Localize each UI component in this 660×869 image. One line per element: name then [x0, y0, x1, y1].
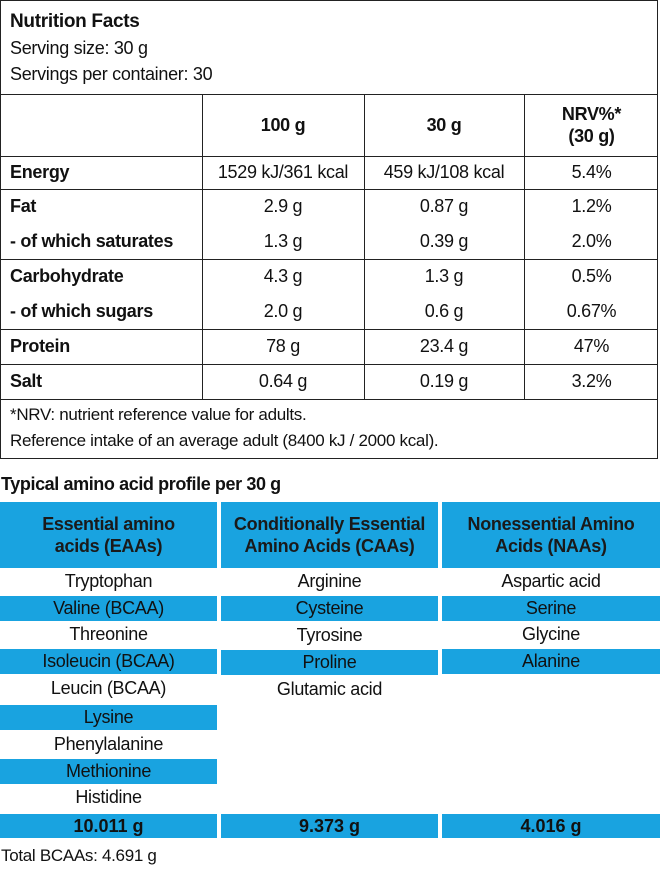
list-item: Tryptophan: [64, 571, 153, 591]
value-nrv: 47%: [573, 336, 610, 356]
header-essential: Essential amino acids (EAAs): [0, 502, 217, 568]
table-row: Protein 78 g 23.4 g 47%: [1, 329, 657, 364]
list-item: Tyrosine: [296, 625, 363, 645]
table-row: Fat 2.9 g 0.87 g 1.2%: [1, 189, 657, 224]
total-nonessential: 4.016 g: [442, 814, 660, 838]
value-per-30g: 23.4 g: [419, 336, 469, 356]
list-item: Methionine: [0, 759, 217, 784]
value-per-100g: 1.3 g: [263, 231, 303, 251]
value-per-30g: 459 kJ/108 kcal: [383, 162, 505, 182]
table-row: Energy 1529 kJ/361 kcal 459 kJ/108 kcal …: [1, 156, 657, 189]
list-item: Alanine: [442, 649, 660, 674]
list-item: Aspartic acid: [501, 571, 601, 591]
header-conditional: Conditionally Essential Amino Acids (CAAs…: [221, 502, 438, 568]
total-essential: 10.011 g: [0, 814, 217, 838]
header-line: Conditionally Essential: [233, 514, 426, 534]
row-label: Carbohydrate: [10, 266, 124, 286]
header-line: Essential amino: [42, 514, 175, 534]
column-header-row: 100 g 30 g NRV%* (30 g): [1, 94, 657, 156]
row-label: - of which sugars: [10, 301, 153, 321]
nutrition-facts-table: Nutrition Facts Serving size: 30 g Servi…: [0, 0, 658, 459]
list-item: Valine (BCAA): [0, 596, 217, 621]
value-per-100g: 1529 kJ/361 kcal: [217, 162, 349, 182]
column-header-30g: 30 g: [426, 115, 462, 135]
list-item: Glutamic acid: [276, 679, 383, 699]
value-per-100g: 4.3 g: [263, 266, 303, 286]
value-nrv: 1.2%: [571, 196, 612, 216]
header-line: acids (EAAs): [54, 536, 163, 556]
list-item: Lysine: [0, 705, 217, 730]
value-nrv: 2.0%: [571, 231, 612, 251]
value-per-100g: 2.9 g: [263, 196, 303, 216]
servings-per-container: Servings per container: 30: [10, 64, 213, 84]
column-header-100g: 100 g: [260, 115, 306, 135]
table-row: Salt 0.64 g 0.19 g 3.2%: [1, 364, 657, 399]
value-per-30g: 0.19 g: [419, 371, 469, 391]
value-nrv: 0.5%: [571, 266, 612, 286]
value-nrv: 5.4%: [571, 162, 612, 182]
header-line: Acids (NAAs): [495, 536, 607, 556]
nrv-header-line1: NRV%*: [561, 104, 622, 124]
total-conditional: 9.373 g: [221, 814, 438, 838]
list-item: Phenylalanine: [53, 734, 164, 754]
table-row: Carbohydrate 4.3 g 1.3 g 0.5%: [1, 259, 657, 294]
value-per-100g: 78 g: [266, 336, 300, 356]
list-item: Glycine: [522, 624, 580, 644]
list-item: Leucin (BCAA): [50, 678, 167, 698]
list-item: Histidine: [75, 787, 142, 807]
value-per-30g: 0.6 g: [424, 301, 464, 321]
amino-acid-title: Typical amino acid profile per 30 g: [1, 474, 281, 494]
list-item: Threonine: [69, 624, 148, 644]
row-label: Energy: [10, 162, 70, 182]
row-label: Protein: [10, 336, 70, 356]
value-nrv: 3.2%: [571, 371, 612, 391]
serving-size: Serving size: 30 g: [10, 38, 148, 58]
row-label: - of which saturates: [10, 231, 174, 251]
list-item: Cysteine: [221, 596, 438, 621]
nutrition-title: Nutrition Facts: [10, 11, 140, 32]
value-per-30g: 0.87 g: [419, 196, 469, 216]
nrv-header-line2: (30 g): [568, 126, 615, 146]
value-per-30g: 1.3 g: [424, 266, 464, 286]
list-item: Arginine: [297, 571, 362, 591]
list-item: Proline: [221, 650, 438, 675]
list-item: Isoleucin (BCAA): [0, 649, 217, 674]
header-line: Amino Acids (CAAs): [244, 536, 415, 556]
header-line: Nonessential Amino: [467, 514, 635, 534]
row-label: Salt: [10, 371, 42, 391]
list-item: Serine: [442, 596, 660, 621]
header-nonessential: Nonessential Amino Acids (NAAs): [442, 502, 660, 568]
row-label: Fat: [10, 196, 37, 216]
nutrition-header: Nutrition Facts Serving size: 30 g Servi…: [1, 1, 657, 95]
footnote-reference-intake: Reference intake of an average adult (84…: [10, 431, 439, 450]
value-nrv: 0.67%: [566, 301, 617, 321]
value-per-100g: 0.64 g: [258, 371, 308, 391]
footnote-nrv: *NRV: nutrient reference value for adult…: [10, 405, 307, 424]
table-row: - of which sugars 2.0 g 0.6 g 0.67%: [1, 294, 657, 329]
value-per-30g: 0.39 g: [419, 231, 469, 251]
value-per-100g: 2.0 g: [263, 301, 303, 321]
total-bcaas: Total BCAAs: 4.691 g: [1, 846, 157, 865]
table-row: - of which saturates 1.3 g 0.39 g 2.0%: [1, 224, 657, 259]
column-header-nrv: NRV%* (30 g): [524, 94, 659, 156]
